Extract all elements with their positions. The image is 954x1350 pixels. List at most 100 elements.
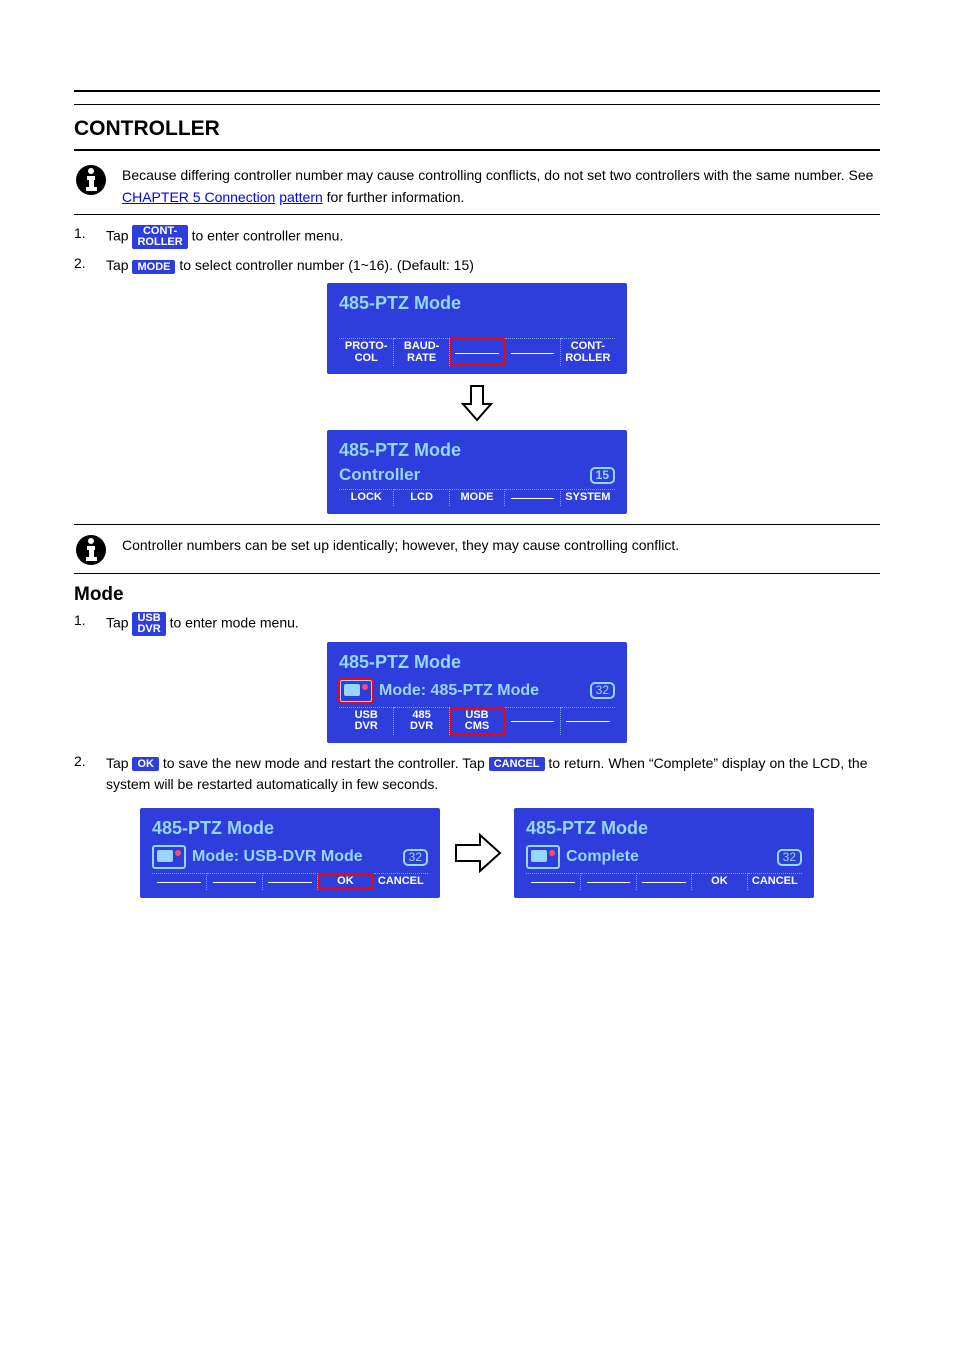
panel2-title: 485-PTZ Mode: [339, 438, 615, 463]
panel2-subtitle: Controller: [339, 465, 420, 485]
panel-m1: 485-PTZ Mode Mode: 485-PTZ Mode 32 USBDV…: [327, 642, 627, 743]
panel1-btn-blank-highlight[interactable]: [450, 338, 505, 366]
thin-rule-1: [74, 214, 880, 215]
panel-m1-modeline: Mode: 485-PTZ Mode 32: [339, 679, 615, 703]
panel2-btn-mode[interactable]: MODE: [450, 489, 505, 506]
panel2-badge: 15: [590, 467, 615, 484]
panel-m1-btn-blank1: [505, 707, 560, 735]
step-1-text: Tap CONT-ROLLER to enter controller menu…: [106, 225, 880, 249]
panel-m1-mode: Mode: 485-PTZ Mode: [373, 682, 590, 700]
panel-m1-btn-usbcms-highlight[interactable]: USBCMS: [450, 707, 505, 735]
panel1-btn-protocol[interactable]: PROTO-COL: [339, 338, 394, 366]
step-m2-num: 2.: [74, 753, 96, 769]
panel1-btn-blank: [505, 338, 560, 366]
step-m2-b: to save the new mode and restart the con…: [163, 755, 489, 771]
panel-left-title: 485-PTZ Mode: [152, 816, 428, 841]
info-icon-2: [74, 533, 108, 567]
panel-m1-btn-485dvr[interactable]: 485DVR: [394, 707, 449, 735]
step1-b: to enter controller menu.: [192, 228, 344, 244]
step-m1-a: Tap: [106, 614, 132, 630]
step2-a: Tap: [106, 257, 132, 273]
info-block-1: Because differing controller number may …: [74, 165, 880, 208]
panel-right-btns: OK CANCEL: [526, 873, 802, 890]
panel1-btns: PROTO-COL BAUD-RATE CONT-ROLLER: [339, 338, 615, 366]
panel-right-blank3: [637, 873, 692, 890]
panel-right-blank2: [581, 873, 636, 890]
chip-ok: OK: [132, 757, 159, 771]
step-2: 2. Tap MODE to select controller number …: [74, 255, 880, 277]
panel-right-blank1: [526, 873, 581, 890]
panel2-btn-lock[interactable]: LOCK: [339, 489, 394, 506]
panel-right-modeline: Complete 32: [526, 845, 802, 869]
right-arrow-icon: [452, 829, 502, 877]
chip-l2: ROLLER: [137, 237, 182, 248]
dq-close: ”: [713, 755, 718, 771]
panel-m1-btn-usbdvr[interactable]: USBDVR: [339, 707, 394, 735]
step-m1-b: to enter mode menu.: [170, 614, 299, 630]
info-text-1: Because differing controller number may …: [122, 165, 880, 208]
panel-right-badge: 32: [777, 849, 802, 866]
panel-right-title: 485-PTZ Mode: [526, 816, 802, 841]
step-2-num: 2.: [74, 255, 96, 271]
step-m1-num: 1.: [74, 612, 96, 628]
panel-left-btns: OK CANCEL: [152, 873, 428, 890]
panel-m1-title: 485-PTZ Mode: [339, 650, 615, 675]
panel2-sub: Controller 15: [339, 465, 615, 485]
panel2-btn-system[interactable]: SYSTEM: [561, 489, 615, 506]
chip-controller: CONT-ROLLER: [132, 225, 187, 249]
info-icon: [74, 163, 108, 197]
panel-1: 485-PTZ Mode PROTO-COL BAUD-RATE CONT-RO…: [327, 283, 627, 374]
thin-rule-2: [74, 524, 880, 525]
chip-mode: MODE: [132, 260, 175, 274]
step-1: 1. Tap CONT-ROLLER to enter controller m…: [74, 225, 880, 249]
step-m2: 2. Tap OK to save the new mode and resta…: [74, 753, 880, 796]
monitor-icon: [152, 845, 186, 869]
panel-right-ok[interactable]: OK: [692, 873, 747, 890]
panel-left-blank3: [263, 873, 318, 890]
panel-2: 485-PTZ Mode Controller 15 LOCK LCD MODE…: [327, 430, 627, 514]
panel-left-cancel[interactable]: CANCEL: [374, 873, 428, 890]
panel-m1-btns: USBDVR 485DVR USBCMS: [339, 707, 615, 735]
panel1-btn-baudrate[interactable]: BAUD-RATE: [394, 338, 449, 366]
step-m2-a: Tap: [106, 755, 132, 771]
info1-before: Because differing controller number may …: [122, 167, 873, 183]
panel-left: 485-PTZ Mode Mode: USB-DVR Mode 32 OK CA…: [140, 808, 440, 898]
section-title-mode: Mode: [74, 584, 880, 606]
thin-rule-3: [74, 573, 880, 574]
panel-left-badge: 32: [403, 849, 428, 866]
two-panel-row: 485-PTZ Mode Mode: USB-DVR Mode 32 OK CA…: [74, 808, 880, 898]
section-title-controller: CONTROLLER: [74, 117, 880, 141]
panel-right: 485-PTZ Mode Complete 32 OK CANCEL: [514, 808, 814, 898]
header-rule-sub: [74, 104, 880, 105]
panel-right-complete: Complete: [560, 848, 777, 866]
panel-left-blank1: [152, 873, 207, 890]
header-rule-top: [74, 90, 880, 92]
panel-m1-btn-blank2: [561, 707, 615, 735]
panel2-btn-lcd[interactable]: LCD: [394, 489, 449, 506]
chip-usb-l2: DVR: [137, 624, 160, 635]
panel1-btn-controller[interactable]: CONT-ROLLER: [561, 338, 615, 366]
step-m2-text: Tap OK to save the new mode and restart …: [106, 753, 880, 796]
step-m1-text: Tap USBDVR to enter mode menu.: [106, 612, 880, 636]
panel2-btns: LOCK LCD MODE SYSTEM: [339, 489, 615, 506]
link-chapter5[interactable]: CHAPTER 5 Connection: [122, 189, 275, 205]
monitor-icon-2: [526, 845, 560, 869]
step-m2-c: to return. When: [548, 755, 648, 771]
panel-m1-badge: 32: [590, 682, 615, 699]
info-block-2: Controller numbers can be set up identic…: [74, 535, 880, 567]
link-pattern[interactable]: pattern: [279, 189, 323, 205]
down-arrow-icon: [457, 382, 497, 422]
panel-right-cancel[interactable]: CANCEL: [748, 873, 802, 890]
panel-left-ok[interactable]: OK: [318, 873, 373, 890]
step-2-text: Tap MODE to select controller number (1~…: [106, 255, 880, 277]
section-rule-controller: [74, 149, 880, 151]
step-m1: 1. Tap USBDVR to enter mode menu.: [74, 612, 880, 636]
chip-cancel: CANCEL: [489, 757, 545, 771]
chip-usbdvr: USBDVR: [132, 612, 165, 636]
info1-after: for further information.: [323, 189, 465, 205]
panel1-title: 485-PTZ Mode: [339, 291, 615, 316]
panel2-btn-blank: [505, 489, 560, 506]
monitor-icon-red: [339, 679, 373, 703]
step2-b: to select controller number (1~16). (Def…: [179, 257, 474, 273]
info-text-2: Controller numbers can be set up identic…: [122, 535, 880, 557]
